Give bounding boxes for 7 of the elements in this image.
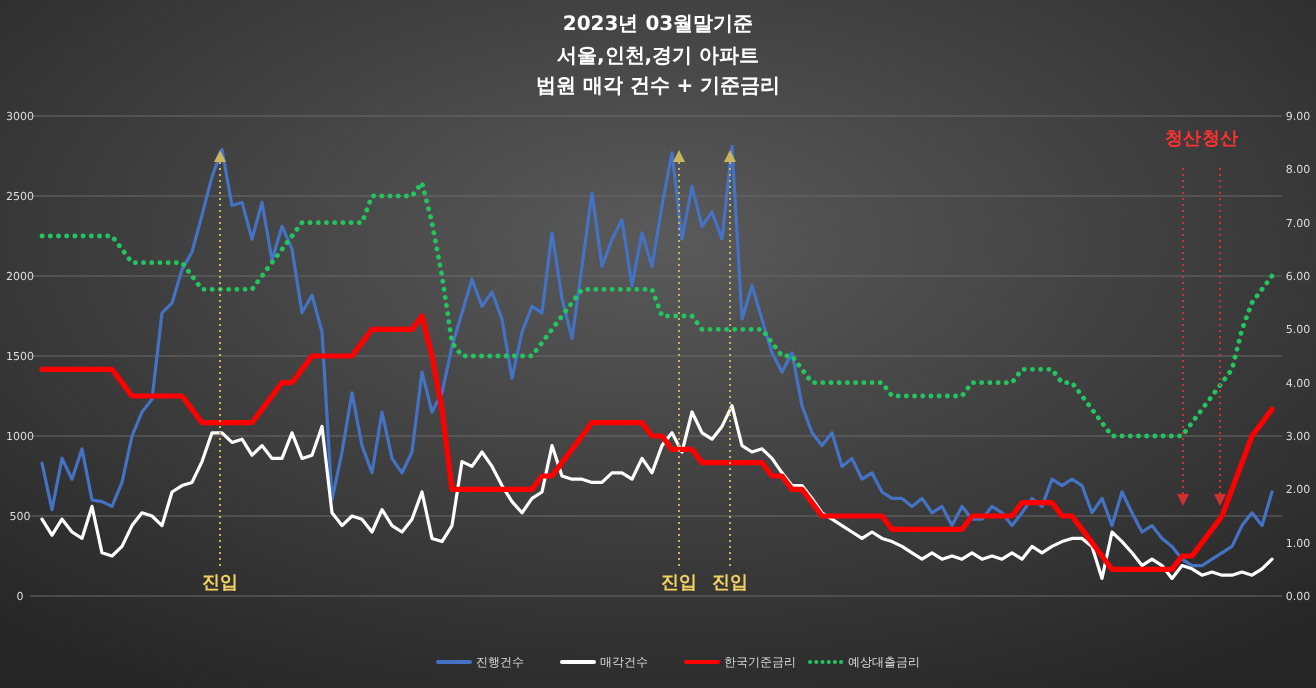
chart-subtitle: 서울,인천,경기 아파트 법원 매각 건수 + 기준금리 bbox=[535, 46, 781, 98]
annotation: 진입 bbox=[661, 574, 697, 594]
annotation: 진입 bbox=[712, 574, 748, 594]
annotation: 청산 bbox=[1202, 130, 1238, 150]
annotation: 청산 bbox=[1165, 130, 1201, 150]
annotation: 진입 bbox=[202, 574, 238, 594]
chart-title: 2023년 03월말기준 bbox=[562, 14, 754, 36]
